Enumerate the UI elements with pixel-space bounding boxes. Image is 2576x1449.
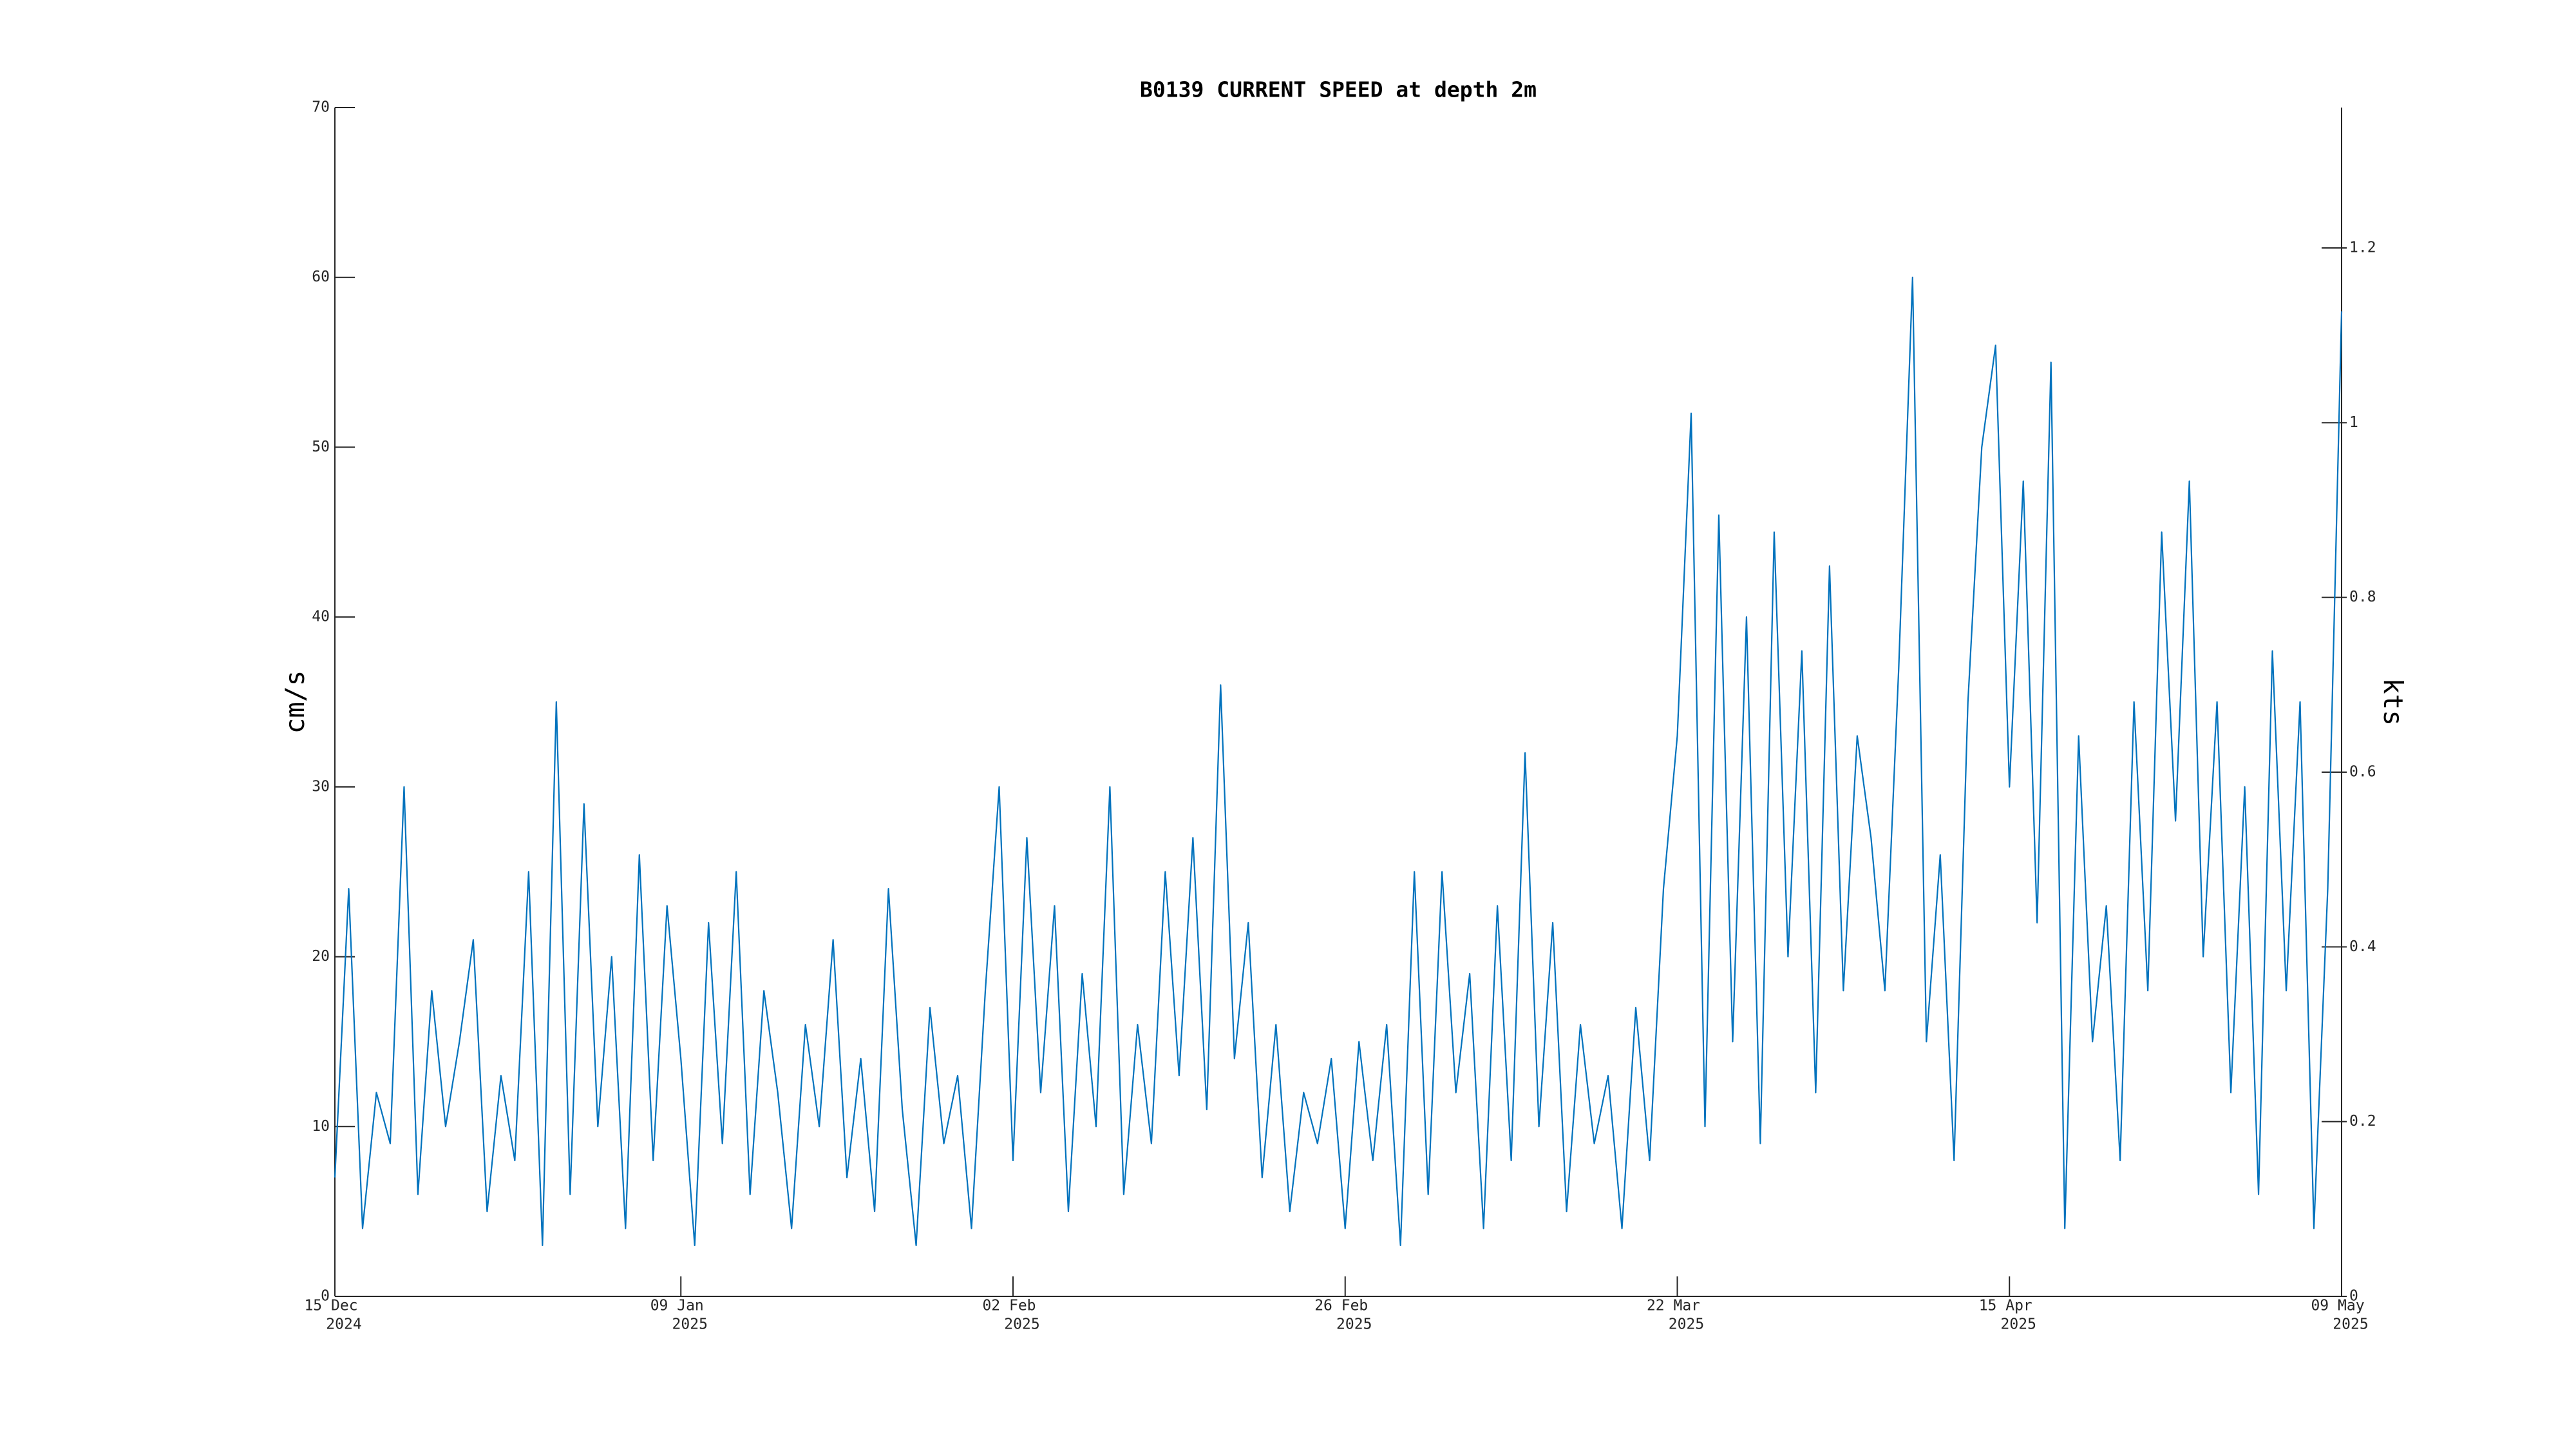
x-tick-label: 15 Dec <box>304 1298 357 1314</box>
x-tick-label: 22 Mar <box>1647 1298 1700 1314</box>
y2-tick-label: 0.2 <box>2349 1113 2376 1130</box>
x-tick-year: 2025 <box>2333 1316 2368 1333</box>
chart-title: B0139 CURRENT SPEED at depth 2m <box>1140 77 1537 102</box>
x-tick-label: 26 Feb <box>1314 1298 1368 1314</box>
x-tick-year: 2025 <box>1336 1316 1372 1333</box>
x-tick-label: 02 Feb <box>982 1298 1036 1314</box>
y-tick-label: 30 <box>312 778 330 795</box>
x-tick-year: 2025 <box>1004 1316 1039 1333</box>
y2-tick-label: 0.6 <box>2349 764 2376 781</box>
y2-tick-label: 1 <box>2349 414 2358 431</box>
x-tick-year: 2024 <box>326 1316 361 1333</box>
x-tick-label: 09 Jan <box>650 1298 704 1314</box>
y-tick-label: 60 <box>312 269 330 285</box>
y-tick-label: 10 <box>312 1118 330 1135</box>
y-tick-label: 20 <box>312 948 330 965</box>
y-tick-label: 0 <box>321 1288 330 1305</box>
y-tick-label: 50 <box>312 439 330 455</box>
y2-tick-label: 0.8 <box>2349 589 2376 605</box>
y2-axis-label: kts <box>2378 678 2409 726</box>
x-tick-year: 2025 <box>672 1316 708 1333</box>
y-tick-label: 40 <box>312 609 330 625</box>
y2-tick-label: 0 <box>2349 1288 2358 1305</box>
y2-tick-label: 1.2 <box>2349 240 2376 256</box>
y2-tick-label: 0.4 <box>2349 938 2376 955</box>
x-tick-year: 2025 <box>1669 1316 1704 1333</box>
data-line <box>334 276 2343 1246</box>
x-tick-label: 09 May <box>2311 1298 2364 1314</box>
y-axis-label: cm/s <box>279 670 310 734</box>
x-tick-year: 2025 <box>2001 1316 2036 1333</box>
y-tick-label: 70 <box>312 99 330 116</box>
x-tick-label: 15 Apr <box>1979 1298 2032 1314</box>
